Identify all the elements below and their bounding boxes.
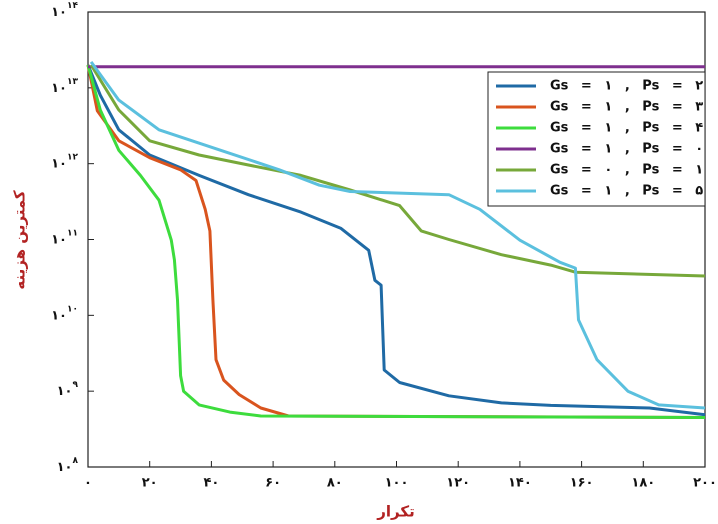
legend-box bbox=[487, 71, 706, 207]
y-tick-label: ۱۰۱۰ bbox=[51, 304, 78, 323]
y-tick-label: ۱۰۱۱ bbox=[51, 228, 78, 247]
series-line bbox=[89, 61, 706, 410]
x-tick-label: ۱۰۰ bbox=[385, 476, 409, 491]
x-tick-label: ۱۶۰ bbox=[570, 476, 594, 491]
x-tick-label: ۱۲۰ bbox=[446, 476, 470, 491]
y-tick-label: ۱۰۱۲ bbox=[51, 152, 78, 171]
series-line bbox=[86, 64, 706, 419]
legend-label: Gs = ۱ , Ps = ۲ bbox=[550, 79, 703, 94]
x-tick-label: ۰ bbox=[84, 476, 92, 491]
series-line bbox=[86, 64, 706, 417]
legend-label: Gs = ۱ , Ps = ۳ bbox=[550, 100, 703, 115]
y-tick-label: ۱۰۸ bbox=[57, 456, 79, 475]
legend-label: Gs = ۱ , Ps = ۰ bbox=[550, 142, 703, 157]
legend-label: Gs = ۱ , Ps = ۵ bbox=[550, 184, 703, 199]
y-tick-label: ۱۰۹ bbox=[57, 380, 79, 399]
series-line bbox=[86, 64, 706, 419]
y-tick-label: ۱۰۱۳ bbox=[51, 76, 78, 95]
x-tick-label: ۶۰ bbox=[265, 476, 281, 491]
legend-label: Gs = ۱ , Ps = ۴ bbox=[550, 121, 703, 136]
x-tick-label: ۱۸۰ bbox=[631, 476, 655, 491]
x-tick-label: ۱۴۰ bbox=[508, 476, 532, 491]
y-tick-label: ۱۰۱۴ bbox=[51, 1, 78, 20]
x-axis-title: تکرار bbox=[376, 503, 414, 521]
x-tick-label: ۴۰ bbox=[203, 476, 219, 491]
x-tick-label: ۲۰ bbox=[142, 476, 158, 491]
legend-label: Gs = ۰ , Ps = ۱ bbox=[550, 163, 703, 178]
x-tick-label: ۸۰ bbox=[327, 476, 343, 491]
x-tick-label: ۲۰۰ bbox=[693, 476, 717, 491]
series-line bbox=[89, 64, 706, 278]
y-axis-title: کمترین هزینه bbox=[11, 190, 29, 289]
